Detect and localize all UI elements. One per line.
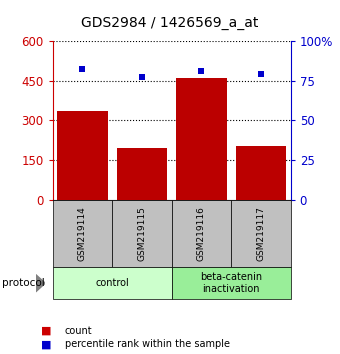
Text: GDS2984 / 1426569_a_at: GDS2984 / 1426569_a_at xyxy=(81,16,259,30)
Text: ■: ■ xyxy=(41,339,51,349)
Bar xyxy=(176,78,227,200)
Point xyxy=(199,68,204,74)
Text: count: count xyxy=(65,326,92,336)
Text: GSM219114: GSM219114 xyxy=(78,206,87,261)
Text: percentile rank within the sample: percentile rank within the sample xyxy=(65,339,230,349)
Text: GSM219116: GSM219116 xyxy=(197,206,206,261)
Point xyxy=(258,72,264,77)
Bar xyxy=(236,145,286,200)
Text: GSM219115: GSM219115 xyxy=(137,206,147,261)
Point xyxy=(139,75,145,80)
Text: protocol: protocol xyxy=(2,278,45,288)
Bar xyxy=(117,148,167,200)
Text: beta-catenin
inactivation: beta-catenin inactivation xyxy=(200,272,262,294)
Text: GSM219117: GSM219117 xyxy=(256,206,266,261)
Text: control: control xyxy=(95,278,129,288)
Bar xyxy=(57,111,108,200)
Polygon shape xyxy=(36,275,45,292)
Text: ■: ■ xyxy=(41,326,51,336)
Point xyxy=(80,67,85,72)
